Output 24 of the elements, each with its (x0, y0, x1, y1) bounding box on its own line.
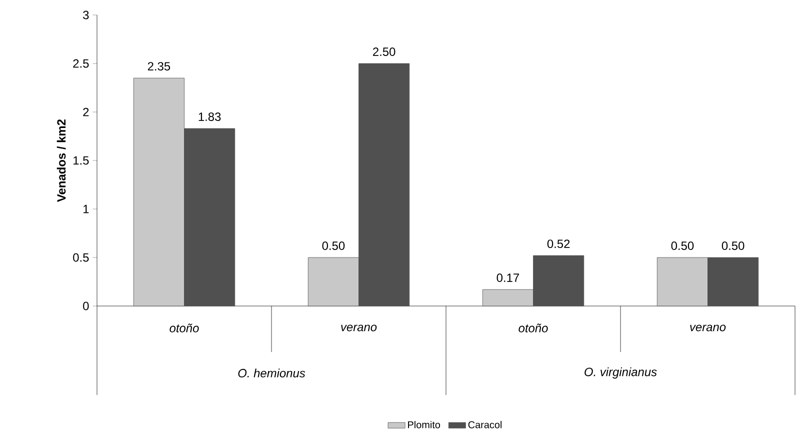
y-axis-title: Venados / km2 (56, 119, 66, 202)
data-label: 0.50 (722, 242, 744, 250)
text: O. virginianus (584, 367, 657, 379)
y-tick-label: 1.5 (74, 156, 89, 165)
y-tick-label: 2.5 (73, 59, 89, 68)
data-label: 0.52 (547, 240, 570, 248)
data-label: 2.35 (148, 62, 170, 71)
text: O. hemionus (238, 368, 306, 378)
y-tick-label: 0.5 (73, 253, 89, 262)
y-tick-label: 3 (83, 10, 89, 20)
legend-label: Caracol (468, 420, 502, 428)
x-tick-label: verano (690, 324, 726, 332)
data-label: 0.50 (322, 242, 345, 250)
y-tick-label: 2 (83, 108, 89, 116)
x-tick-label: otoño (518, 324, 548, 332)
data-label: 0.50 (671, 242, 694, 250)
data-label: 2.50 (373, 48, 396, 56)
y-tick-label: 1 (83, 204, 89, 214)
data-label: 1.83 (198, 112, 221, 121)
x-tick-label: verano (341, 324, 377, 332)
y-tick-label: 0 (83, 302, 89, 310)
x-tick-label: otoño (170, 324, 199, 332)
data-label: 0.17 (496, 274, 519, 282)
legend-label: Plomito (408, 420, 440, 428)
